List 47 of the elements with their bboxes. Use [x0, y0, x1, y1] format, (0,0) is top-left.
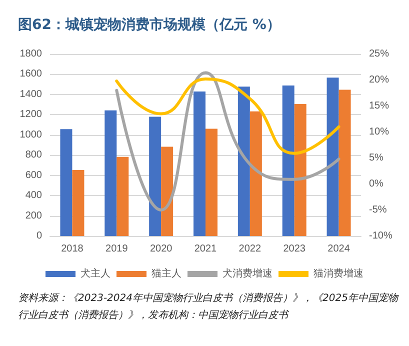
y-tick-label: 600 [25, 170, 42, 181]
bar [250, 111, 262, 236]
y2-tick-label: 25% [369, 48, 390, 60]
bar [149, 116, 162, 236]
y-tick-label: 200 [25, 210, 42, 222]
legend-label: 猫消费增速 [314, 268, 364, 280]
bar [104, 110, 117, 236]
y-tick-label: 0 [36, 230, 42, 242]
x-tick-label: 2024 [328, 244, 350, 254]
x-tick-label: 2021 [194, 244, 218, 254]
bar [282, 86, 294, 236]
bar [338, 90, 351, 236]
bar [326, 78, 339, 236]
y2-tick-label: 10% [369, 126, 390, 138]
bar [161, 146, 174, 236]
y2-tick-label: 20% [369, 74, 390, 86]
x-tick-label: 2020 [150, 244, 173, 254]
legend-label: 猫主人 [152, 268, 182, 280]
y2-tick-label: 0% [369, 178, 384, 190]
bar [194, 92, 206, 236]
y-tick-label: 1000 [20, 129, 42, 140]
y-tick-label: 1600 [20, 68, 42, 80]
bar [72, 170, 84, 236]
legend-label: 犬主人 [80, 268, 110, 280]
y2-tick-label: 5% [369, 152, 384, 164]
y-tick-label: 1400 [20, 88, 42, 100]
y2-tick-label: -10% [369, 230, 392, 242]
text: 资料来源：《2023-2024年中国宠物行业白皮书（消费报告）》，《2025年中国宠物行业白皮书（消费报告）》，发布机构：中国宠物行业白皮书 [18, 292, 400, 323]
x-tick-label: 2023 [283, 244, 306, 254]
legend-label: 犬消费增速 [222, 268, 272, 280]
y2-tick-label: -5% [369, 204, 387, 216]
bar [116, 156, 129, 236]
chart-title: 图62：城镇宠物消费市场规模（亿元 %） [18, 16, 280, 34]
y-tick-label: 800 [25, 150, 42, 161]
y2-tick-label: 15% [369, 100, 390, 112]
bar [60, 129, 72, 236]
x-tick-label: 2019 [106, 244, 128, 254]
y-tick-label: 1200 [20, 109, 42, 120]
x-tick-label: 2018 [61, 244, 84, 254]
line-series [115, 71, 340, 212]
x-tick-label: 2022 [238, 244, 262, 254]
y-tick-label: 1800 [20, 48, 42, 60]
bar [294, 104, 306, 236]
y-tick-label: 400 [25, 190, 42, 202]
bar [206, 128, 218, 236]
bar [238, 86, 250, 236]
line-series [115, 77, 340, 155]
